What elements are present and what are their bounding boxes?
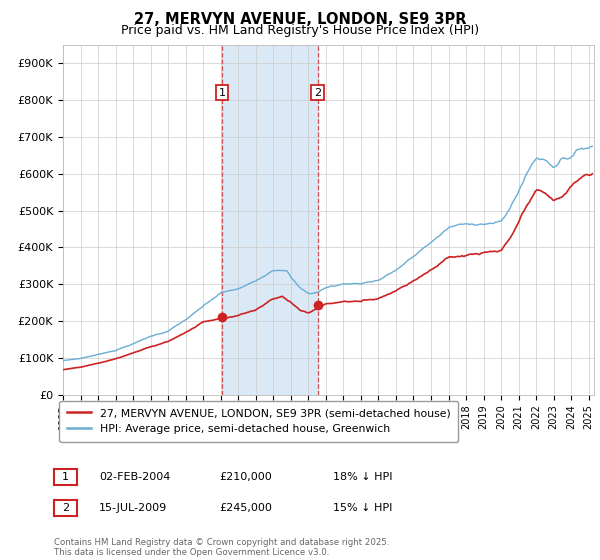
- Text: 27, MERVYN AVENUE, LONDON, SE9 3PR: 27, MERVYN AVENUE, LONDON, SE9 3PR: [134, 12, 466, 27]
- Text: 18% ↓ HPI: 18% ↓ HPI: [333, 472, 392, 482]
- Text: 1: 1: [219, 88, 226, 97]
- Text: £245,000: £245,000: [219, 503, 272, 513]
- Text: 1: 1: [62, 472, 69, 482]
- Text: 15-JUL-2009: 15-JUL-2009: [99, 503, 167, 513]
- Text: 2: 2: [314, 88, 322, 97]
- Text: 2: 2: [62, 503, 69, 513]
- Bar: [222, 45, 318, 395]
- Text: 02-FEB-2004: 02-FEB-2004: [99, 472, 170, 482]
- Text: 15% ↓ HPI: 15% ↓ HPI: [333, 503, 392, 513]
- Text: £210,000: £210,000: [219, 472, 272, 482]
- Text: Price paid vs. HM Land Registry's House Price Index (HPI): Price paid vs. HM Land Registry's House …: [121, 24, 479, 37]
- Legend: 27, MERVYN AVENUE, LONDON, SE9 3PR (semi-detached house), HPI: Average price, se: 27, MERVYN AVENUE, LONDON, SE9 3PR (semi…: [59, 400, 458, 442]
- Text: Contains HM Land Registry data © Crown copyright and database right 2025.
This d: Contains HM Land Registry data © Crown c…: [54, 538, 389, 557]
